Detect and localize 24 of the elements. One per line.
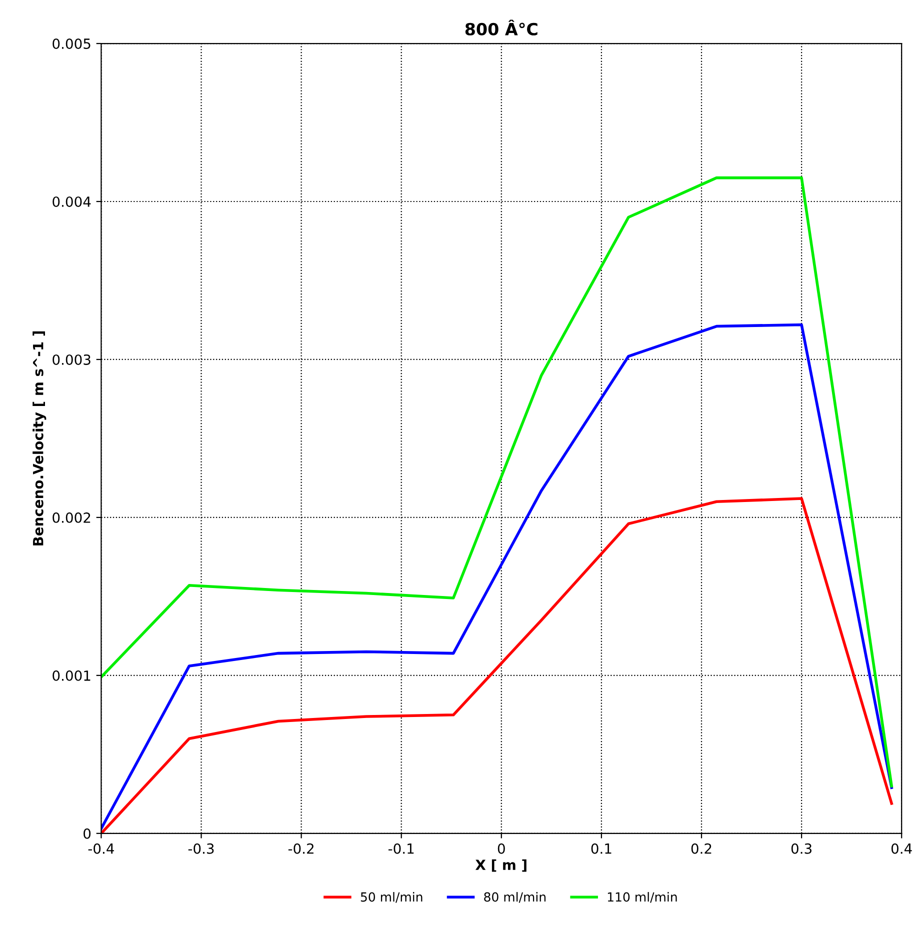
- legend-label: 80 ml/min: [484, 892, 546, 903]
- x-tick-label: -0.4: [88, 843, 114, 854]
- x-tick-label: 0.3: [791, 843, 812, 854]
- y-tick-label: 0.005: [52, 38, 90, 49]
- x-axis-title: X [ m ]: [475, 859, 526, 872]
- x-tick-label: 0.4: [891, 843, 912, 854]
- x-tick-label: -0.2: [288, 843, 314, 854]
- legend-label: 110 ml/min: [608, 892, 677, 903]
- x-tick-label: 0: [498, 843, 505, 854]
- x-tick-label: -0.1: [388, 843, 414, 854]
- x-tick-label: 0.1: [591, 843, 612, 854]
- y-tick-label: 0: [84, 828, 91, 839]
- chart-title: 800 Â°C: [465, 20, 538, 36]
- line-series: [101, 176, 893, 788]
- x-tick-label: 0.2: [691, 843, 712, 854]
- line-series: [101, 323, 893, 830]
- legend-label: 50 ml/min: [360, 892, 422, 903]
- y-tick-label: 0.003: [52, 354, 90, 365]
- y-tick-label: 0.004: [52, 196, 91, 207]
- y-tick-label: 0.002: [52, 512, 90, 523]
- line-series: [101, 497, 893, 834]
- x-tick-label: -0.3: [188, 843, 214, 854]
- y-axis-title: Benceno.Velocity [ m s^-1 ]: [32, 331, 46, 546]
- y-tick-label: 0.001: [52, 670, 90, 681]
